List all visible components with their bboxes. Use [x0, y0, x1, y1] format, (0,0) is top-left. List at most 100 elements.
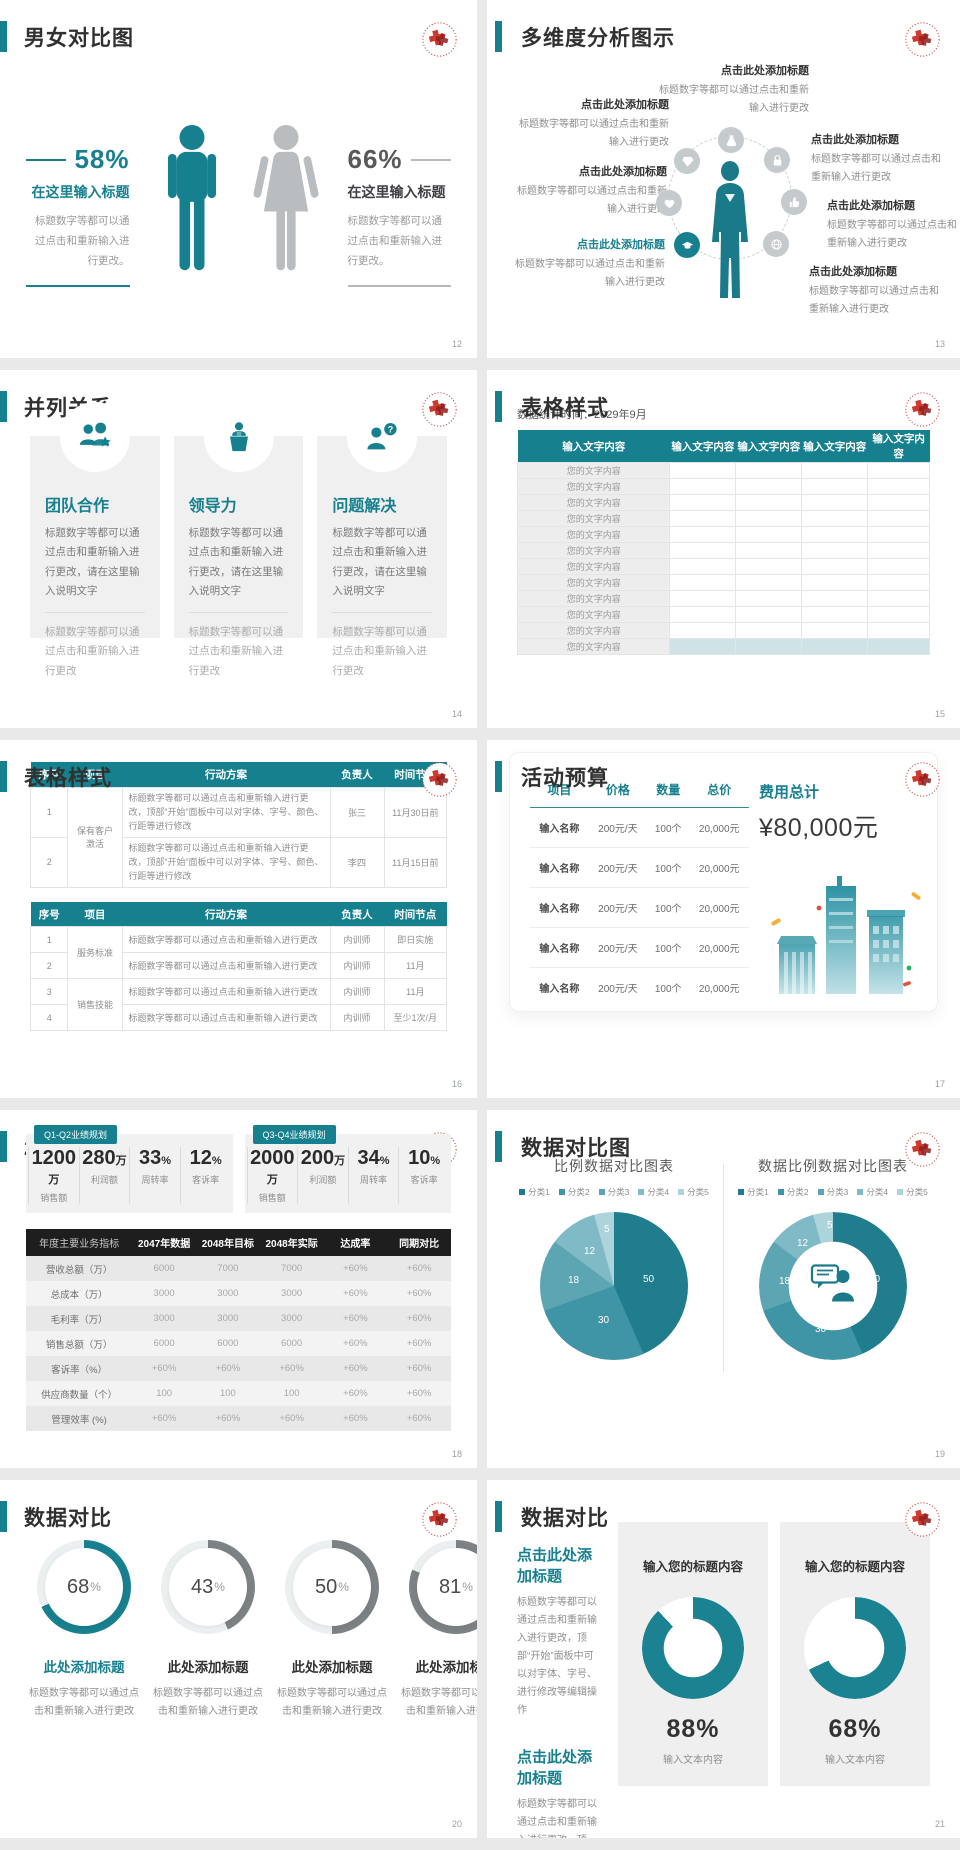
- stat-unit: 万: [334, 1155, 346, 1167]
- item-name: 输入名称: [530, 927, 589, 968]
- slide-16-action-plan-tables[interactable]: 表格样式 序号 项目 行动方案 负责人 时间节点 1 保有客户激活 标题数字等都…: [0, 740, 477, 1098]
- legend-swatch: [558, 1189, 565, 1195]
- stat-value: 10: [408, 1147, 431, 1169]
- row-label-cell: 您的文字内容: [516, 574, 671, 591]
- stat-item: 2000 万 销售额: [246, 1147, 298, 1204]
- q3-q4-panel: Q3-Q4业绩规划 2000万 销售额 200万 利润额 34% 周转率 10%…: [244, 1125, 451, 1213]
- block-body: 标题数字等都可以通过点击和重新输入进行更改: [517, 186, 667, 215]
- slide-20-ring-gauges[interactable]: 数据对比 68% 此处添加标题 标题数字等都可以通过点击和重新输入进行更改 43…: [0, 1480, 477, 1838]
- text-block: 点击此处添加标题 标题数字等都可以通过点击和重新输入进行更改: [517, 163, 667, 218]
- slide-19-data-comparison-charts[interactable]: 数据对比图 比例数据对比图表 分类1 分类2 分类3 分类4 分类5 50 30…: [487, 1110, 960, 1468]
- slide-13-multidimensional-analysis[interactable]: 多维度分析图示 点击此处添加标题 标题数字等都可以通过点击和重新输入进行更改 点…: [487, 0, 960, 358]
- slide-21-data-comparison-cards[interactable]: 数据对比 点击此处添加标题 标题数字等都可以通过点击和重新输入进行更改，顶部“开…: [487, 1480, 960, 1838]
- male-figure-icon: [167, 124, 216, 271]
- stat-unit: %: [379, 1155, 390, 1167]
- globe-icon: [763, 231, 789, 257]
- kpi-value: +60%: [323, 1281, 388, 1306]
- donut-ring: [759, 1212, 907, 1360]
- kpi-value: +60%: [387, 1256, 451, 1281]
- gauge-row: 68% 此处添加标题 标题数字等都可以通过点击和重新输入进行更改 43% 此处添…: [0, 1540, 477, 1721]
- legend-item: 分类4: [857, 1186, 888, 1198]
- stat-label: 客诉率: [410, 1175, 438, 1185]
- budget-row: 输入名称 200元/天 100个 20,000元: [530, 847, 749, 888]
- table-row: 您的文字内容: [516, 462, 930, 479]
- budget-table: 项目 价格 数量 总价 输入名称 200元/天 100个 20,000元: [530, 775, 749, 1007]
- gauge-block: 43% 此处添加标题 标题数字等都可以通过点击和重新输入进行更改: [146, 1540, 270, 1721]
- empty-cell: [735, 494, 803, 511]
- column-header: 行动方案: [122, 762, 331, 787]
- item-price: 200元/天: [598, 984, 638, 995]
- item-qty: 100个: [646, 887, 690, 928]
- kpi-value: +60%: [132, 1356, 196, 1381]
- column-header: 2047年数据: [132, 1229, 196, 1256]
- empty-cell: [801, 462, 869, 479]
- block-title: 点击此处添加标题: [577, 239, 665, 251]
- title-accent-bar: [495, 21, 502, 52]
- stat-label: 销售额: [40, 1193, 68, 1203]
- kpi-value: 3000: [259, 1281, 324, 1306]
- empty-cell: [801, 638, 869, 655]
- block-body: 标题数字等都可以通过点击和重新输入进行更改: [515, 259, 665, 288]
- kpi-row: 客诉率（%） +60% +60% +60% +60% +60%: [26, 1356, 451, 1381]
- kpi-value: +60%: [323, 1306, 388, 1331]
- item-name: 输入名称: [530, 807, 589, 848]
- row-number: 1: [29, 926, 69, 954]
- page-number: 21: [934, 1819, 945, 1829]
- empty-cell: [669, 558, 737, 575]
- ring-gauge: 50%: [285, 1540, 379, 1634]
- block-body: 标题数字等都可以通过点击和重新输入进行更改，顶部“开始”面板中可以对字体、字号、…: [517, 1597, 597, 1716]
- kpi-row: 总成本（万） 3000 3000 3000 +60% +60%: [26, 1281, 451, 1306]
- stat-item: 280万 利润额: [78, 1147, 130, 1204]
- slide-14-parallel-relationship[interactable]: 并列关系 团队合作 标题数字等都可以通过点击和重新输入进行更改，请在这里输入说明…: [0, 370, 477, 728]
- slide-12-male-female-comparison[interactable]: 男女对比图 58% 在这里输入标题 标题数字等都可以通过点击和重新输入进行更改。: [0, 0, 477, 358]
- empty-cell: [735, 478, 803, 495]
- kpi-value: +60%: [196, 1356, 260, 1381]
- item-price: 200元/天: [588, 887, 647, 928]
- item-name: 输入名称: [530, 847, 589, 888]
- row-number: 2: [29, 836, 69, 888]
- data-label: 50: [869, 1274, 881, 1285]
- column-header: 2048年目标: [196, 1229, 260, 1256]
- row-label-cell: 您的文字内容: [516, 638, 671, 655]
- kpi-value: +60%: [196, 1406, 260, 1431]
- diamond-icon: [674, 148, 700, 174]
- budget-row: 输入名称 200元/天 100个 20,000元: [530, 968, 749, 1008]
- kpi-value: 3000: [196, 1306, 260, 1331]
- data-table: 输入文字内容 输入文字内容 输入文字内容 输入文字内容 输入文字内容 您的文字内…: [516, 430, 930, 655]
- kpi-value: +60%: [323, 1406, 388, 1431]
- empty-cell: [801, 574, 869, 591]
- item-price: 200元/天: [588, 847, 647, 888]
- column-header: 行动方案: [122, 901, 331, 927]
- kpi-label: 营收总额（万）: [26, 1256, 133, 1281]
- stat-unit: 万: [48, 1174, 60, 1186]
- legend-item: 分类3: [817, 1186, 848, 1198]
- stat-label: 销售额: [258, 1193, 286, 1203]
- chart-legend: 分类1 分类2 分类3 分类4 分类5: [519, 1186, 709, 1198]
- kpi-value: +60%: [323, 1381, 388, 1406]
- empty-cell: [867, 526, 930, 543]
- row-label-cell: 您的文字内容: [516, 526, 671, 543]
- gauge-title: 此处添加标题: [415, 1660, 478, 1675]
- slide-17-activity-budget[interactable]: 活动预算 项目 价格 数量 总价 输入名称 200元/天: [487, 740, 960, 1098]
- empty-cell: [801, 510, 869, 527]
- divider-line: [26, 284, 130, 287]
- organization-logo-icon: [421, 391, 458, 428]
- owner-cell: 李四: [329, 836, 385, 888]
- card-caption: 输入文本内容: [663, 1755, 723, 1766]
- text-block: 点击此处添加标题 标题数字等都可以通过点击和重新输入进行更改: [659, 62, 809, 117]
- stat-value: 12: [189, 1147, 212, 1169]
- gauge-value: 81: [439, 1575, 462, 1598]
- slide-15-table-style[interactable]: 表格样式 数据统计时间：2029年9月 输入文字内容 输入文字内容 输入文字内容…: [487, 370, 960, 728]
- svg-text:?: ?: [388, 424, 394, 434]
- legend-item: 分类2: [777, 1186, 809, 1198]
- slide-18-performance-plan[interactable]: 2048年业绩规划 Q1-Q2业绩规划 1200万 销售额 280万 利润额 3…: [0, 1110, 477, 1468]
- kpi-value: 100: [196, 1381, 260, 1406]
- empty-cell: [669, 590, 737, 607]
- ring-gauge: 81%: [409, 1540, 477, 1634]
- block-body: 标题数字等都可以通过点击和重新输入进行更改: [519, 119, 669, 148]
- page-number: 18: [451, 1449, 462, 1459]
- row-label-cell: 您的文字内容: [516, 590, 671, 607]
- page-title: 表格样式: [521, 397, 609, 420]
- stat-label: 客诉率: [192, 1175, 220, 1185]
- card-leadership: 领导力 标题数字等都可以通过点击和重新输入进行更改，请在这里输入说明文字 标题数…: [173, 402, 304, 677]
